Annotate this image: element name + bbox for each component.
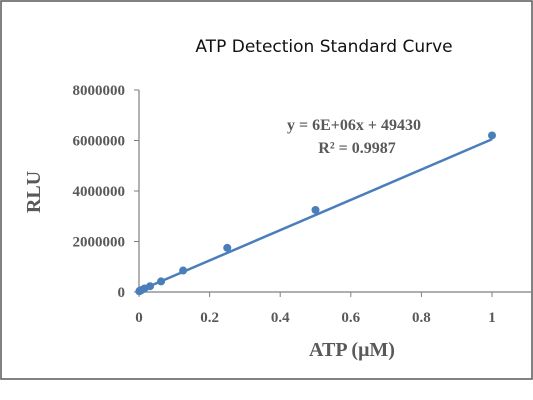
x-axis-label: ATP (μM) — [309, 339, 395, 361]
data-point — [146, 282, 155, 291]
x-tick-label: 0.6 — [341, 310, 360, 326]
x-tick-label: 1 — [488, 310, 496, 326]
x-tick-label: 0.8 — [412, 310, 431, 326]
data-point — [157, 277, 166, 286]
x-tick-label: 0 — [135, 310, 143, 326]
y-tick-label: 8000000 — [73, 83, 126, 99]
y-tick-label: 6000000 — [73, 134, 126, 150]
y-tick-label: 2000000 — [73, 235, 126, 251]
data-point — [311, 205, 320, 214]
r-squared-label: R² = 0.9987 — [318, 140, 395, 157]
data-point — [488, 131, 496, 140]
x-tick-label: 0.2 — [200, 310, 219, 326]
y-axis-label: RLU — [23, 171, 45, 213]
chart-border — [0, 0, 533, 380]
y-tick-label: 0 — [118, 285, 126, 301]
chart-title: ATP Detection Standard Curve — [195, 37, 452, 57]
x-tick-label: 0.4 — [271, 310, 290, 326]
y-tick-label: 4000000 — [73, 184, 126, 200]
trendline — [138, 138, 493, 292]
data-point — [179, 266, 188, 275]
trendline-equation: y = 6E+06x + 49430 — [287, 117, 421, 134]
data-point — [223, 243, 232, 252]
